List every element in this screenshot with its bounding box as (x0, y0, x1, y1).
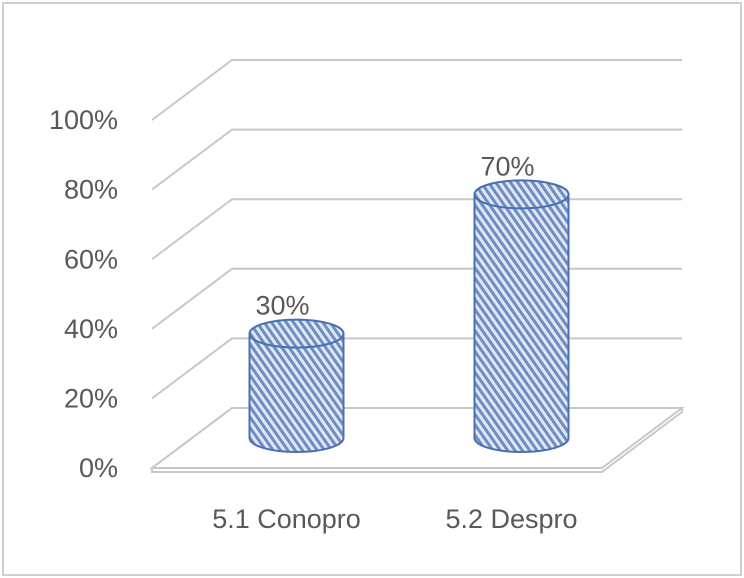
bar-top (248, 318, 345, 349)
value-label: 30% (255, 291, 309, 321)
y-tick-label: 20% (64, 384, 118, 414)
y-tick-label: 0% (79, 453, 118, 483)
floor (149, 407, 685, 469)
grid-line (151, 128, 682, 191)
value-label: 70% (480, 152, 534, 182)
bar (473, 193, 570, 453)
bar (248, 332, 345, 453)
x-tick-label: 5.1 Conopro (212, 504, 361, 534)
bar-top (473, 179, 570, 210)
x-tick-label: 5.2 Despro (445, 504, 577, 534)
grid-line (151, 59, 682, 121)
y-tick-label: 100% (49, 105, 118, 135)
floor-edge (151, 408, 683, 473)
y-tick-label: 40% (64, 314, 118, 344)
y-tick-label: 80% (64, 175, 118, 205)
y-tick-label: 60% (64, 244, 118, 274)
